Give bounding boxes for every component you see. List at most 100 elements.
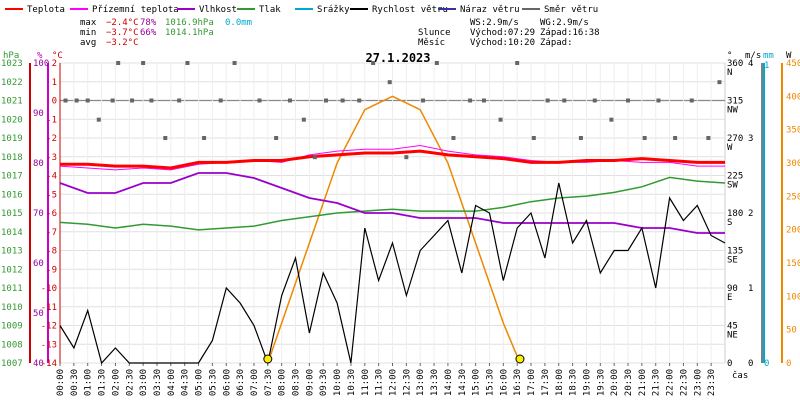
stat-humidity: 78% (140, 18, 157, 28)
x-tick-label: 18:00 (555, 369, 565, 396)
direction-tick-label: 135 (727, 247, 743, 257)
x-tick-label: 04:00 (167, 369, 177, 396)
solar-tick-label: 150 (786, 259, 800, 269)
x-tick-label: 07:30 (264, 369, 274, 396)
direction-tick-label: 360 (727, 59, 743, 69)
wind-direction-point (274, 136, 279, 140)
x-tick-label: 09:00 (305, 369, 315, 396)
moonset: Západ: (540, 38, 573, 48)
wind-direction-point (232, 61, 237, 65)
direction-compass-label: N (727, 68, 732, 78)
stat-pressure: 1016.9hPa (165, 18, 214, 28)
hpa-tick-label: 1020 (1, 115, 23, 125)
wind-direction-point (592, 98, 597, 103)
x-tick-label: 07:00 (250, 369, 260, 396)
temp-tick-label: -6 (46, 209, 57, 219)
hpa-tick-label: 1015 (1, 209, 23, 219)
wind-direction-point (531, 136, 536, 140)
wind-direction-point (371, 61, 376, 65)
x-tick-label: 12:30 (402, 369, 412, 396)
solar-tick-label: 350 (786, 126, 800, 136)
solar-tick-label: 100 (786, 292, 800, 302)
wind-direction-point (130, 98, 135, 103)
sunrise-marker (263, 354, 273, 364)
stat-label: avg (80, 38, 96, 48)
x-tick-label: 22:30 (679, 369, 689, 396)
solar-tick-label: 400 (786, 92, 800, 102)
hpa-tick-label: 1013 (1, 247, 23, 257)
wind-tick-label: 2 (748, 209, 753, 219)
solar-tick-label: 250 (786, 192, 800, 202)
hpa-tick-label: 1012 (1, 265, 23, 275)
legend-label: Srážky (317, 5, 350, 15)
direction-tick-label: 45 (727, 322, 738, 332)
wind-direction-point (642, 136, 647, 140)
temp-tick-label: -5 (46, 190, 57, 200)
x-tick-label: 10:30 (347, 369, 357, 396)
hpa-tick-label: 1007 (1, 359, 23, 369)
x-tick-label: 09:30 (319, 369, 329, 396)
solar-tick-label: 200 (786, 226, 800, 236)
stat-temp: −3.7°C (106, 28, 139, 38)
direction-compass-label: E (727, 293, 732, 303)
direction-compass-label: W (727, 143, 733, 153)
wind-direction-point (706, 136, 711, 140)
wind-direction-point (626, 98, 631, 103)
hpa-tick-label: 1008 (1, 340, 23, 350)
sunset-marker (515, 354, 525, 364)
wind-tick-label: 3 (748, 134, 753, 144)
x-tick-label: 03:00 (139, 369, 149, 396)
x-tick-label: 05:00 (195, 369, 205, 396)
x-tick-label: 17:00 (527, 369, 537, 396)
stat-pressure: 1014.1hPa (165, 28, 214, 38)
wind-direction-point (141, 61, 146, 65)
direction-unit: ° (727, 51, 732, 61)
hpa-tick-label: 1009 (1, 322, 23, 332)
temp-tick-label: -2 (46, 134, 57, 144)
wind-direction-point (717, 80, 722, 85)
wind-direction-point (340, 98, 345, 103)
wind-direction-point (515, 61, 520, 65)
x-tick-label: 13:00 (416, 369, 426, 396)
direction-compass-label: S (727, 218, 732, 228)
wind-direction-point (163, 136, 168, 140)
temp-tick-label: -1 (46, 115, 57, 125)
wind-direction-point (257, 98, 262, 103)
stat-temp: −3.2°C (106, 38, 139, 48)
wind-direction-point (96, 117, 101, 122)
x-tick-label: 20:30 (624, 369, 634, 396)
sunrise: Východ:07:29 (470, 28, 535, 38)
wind-direction-point (468, 98, 473, 103)
legend-label: Rychlost větru (372, 5, 448, 15)
wind-direction-point (287, 98, 292, 103)
hpa-tick-label: 1021 (1, 97, 23, 107)
temp-tick-label: -12 (41, 322, 57, 332)
x-tick-label: 13:30 (430, 369, 440, 396)
rain-tick-label: 0 (764, 359, 769, 369)
direction-compass-label: SE (727, 256, 738, 266)
x-tick-label: 14:30 (458, 369, 468, 396)
wind-direction-point (149, 98, 154, 103)
x-tick-label: 08:00 (278, 369, 288, 396)
x-tick-label: 01:00 (84, 369, 94, 396)
hpa-tick-label: 1011 (1, 284, 23, 294)
info-wg: WG:2.9m/s (540, 18, 589, 28)
direction-tick-label: 270 (727, 134, 743, 144)
x-tick-label: 23:30 (707, 369, 717, 396)
wind-direction-point (63, 98, 68, 103)
x-tick-label: 11:30 (375, 369, 385, 396)
solar-unit: W (786, 51, 792, 61)
humidity-tick-label: 90 (33, 109, 44, 119)
x-tick-label: 10:00 (333, 369, 343, 396)
temp-tick-label: 1 (52, 78, 57, 88)
wind-direction-point (498, 117, 503, 122)
temp-tick-label: -13 (41, 340, 57, 350)
wind-direction-point (301, 117, 306, 122)
wind-direction-point (185, 61, 190, 65)
humidity-unit: % (37, 51, 43, 61)
legend-label: Náraz větru (460, 5, 520, 15)
solar-tick-label: 0 (786, 359, 791, 369)
wind-direction-point (218, 98, 223, 103)
x-tick-label: 04:30 (181, 369, 191, 396)
solar-tick-label: 50 (786, 326, 797, 336)
